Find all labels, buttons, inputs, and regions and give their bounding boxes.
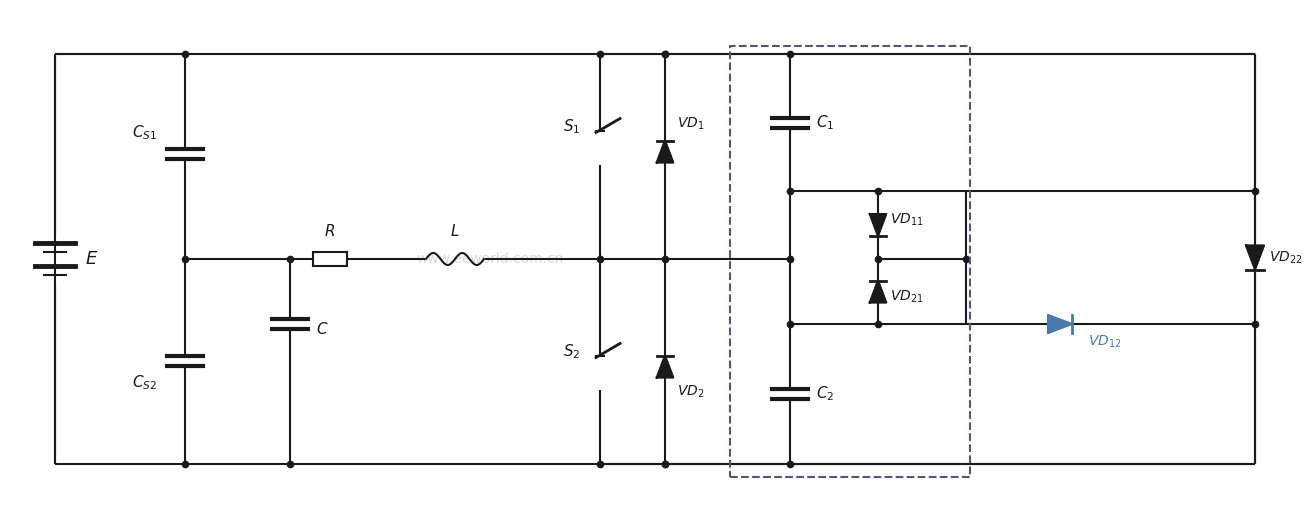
Text: $L$: $L$ <box>450 223 459 239</box>
Text: $VD_{12}$: $VD_{12}$ <box>1088 334 1122 350</box>
Polygon shape <box>657 355 673 378</box>
Text: $E$: $E$ <box>85 250 98 268</box>
Bar <box>730 46 970 477</box>
Text: $VD_2$: $VD_2$ <box>677 383 704 400</box>
Text: $VD_{11}$: $VD_{11}$ <box>890 212 924 228</box>
Text: www.eeworld.com.cn: www.eeworld.com.cn <box>416 252 564 266</box>
Polygon shape <box>657 140 673 162</box>
Text: $R$: $R$ <box>325 223 335 239</box>
Polygon shape <box>1246 245 1264 269</box>
Text: $C_2$: $C_2$ <box>816 385 834 403</box>
Polygon shape <box>869 214 886 236</box>
Text: $VD_{21}$: $VD_{21}$ <box>890 288 924 305</box>
Text: $C_1$: $C_1$ <box>816 113 834 132</box>
Text: $S_1$: $S_1$ <box>563 117 580 136</box>
Text: $C_{S1}$: $C_{S1}$ <box>132 123 157 142</box>
Text: $VD_1$: $VD_1$ <box>677 116 704 132</box>
Text: $C_{S2}$: $C_{S2}$ <box>132 373 157 392</box>
Polygon shape <box>869 280 886 302</box>
Text: $S_2$: $S_2$ <box>563 342 580 361</box>
Polygon shape <box>1049 315 1072 333</box>
Text: $C$: $C$ <box>315 321 329 337</box>
Text: $VD_{22}$: $VD_{22}$ <box>1268 249 1302 266</box>
Bar <box>313 252 347 266</box>
